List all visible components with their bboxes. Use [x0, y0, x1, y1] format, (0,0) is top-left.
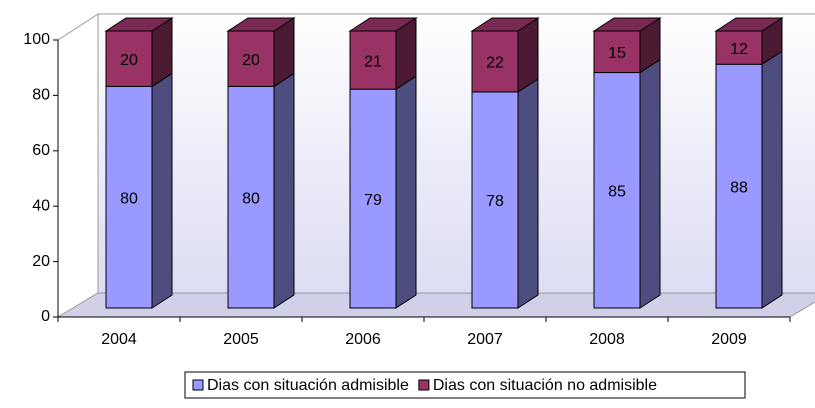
bar [593, 30, 641, 74]
y-tick-label: 20 [32, 253, 50, 270]
bar-top [714, 17, 784, 32]
bar-side [517, 78, 539, 309]
bar [471, 30, 519, 93]
value-label: 20 [120, 52, 138, 69]
value-label: 88 [730, 179, 748, 196]
bar-side [151, 72, 173, 309]
bar [471, 91, 519, 309]
bar-top [592, 17, 662, 32]
floor [56, 292, 815, 318]
value-label: 12 [730, 41, 748, 58]
bar-side [395, 75, 417, 309]
bar-top [226, 17, 296, 32]
legend-swatch [418, 379, 430, 391]
bar [105, 30, 153, 87]
y-tick-label: 100 [23, 31, 50, 48]
x-tick-label: 2008 [589, 331, 625, 348]
legend-label: Dias con situación admisible [207, 377, 409, 394]
bar [227, 30, 275, 87]
bar-side [761, 50, 783, 309]
bar-top [470, 17, 540, 32]
value-label: 85 [608, 183, 626, 200]
value-label: 22 [486, 55, 504, 72]
y-tick-label: 60 [32, 142, 50, 159]
x-tick-label: 2007 [467, 331, 503, 348]
x-tick-label: 2009 [711, 331, 747, 348]
bar [593, 72, 641, 309]
legend [184, 371, 746, 399]
value-label: 79 [364, 192, 382, 209]
value-label: 80 [242, 190, 260, 207]
bar-top [348, 17, 418, 32]
value-label: 15 [608, 45, 626, 62]
x-tick-label: 2004 [101, 331, 137, 348]
bar [105, 85, 153, 309]
side-wall [57, 13, 99, 318]
y-tick-label: 0 [41, 308, 50, 325]
bar-side [273, 72, 295, 309]
value-label: 80 [120, 190, 138, 207]
bar-top [104, 17, 174, 32]
y-tick-label: 40 [32, 197, 50, 214]
bar [349, 30, 397, 90]
back-wall [97, 13, 815, 294]
bar [715, 30, 763, 65]
y-tick-label: 80 [32, 87, 50, 104]
legend-swatch [192, 379, 204, 391]
bar [715, 63, 763, 309]
bar [227, 85, 275, 309]
value-label: 21 [364, 53, 382, 70]
bar-side [639, 58, 661, 309]
x-tick-label: 2006 [345, 331, 381, 348]
value-label: 20 [242, 52, 260, 69]
value-label: 78 [486, 193, 504, 210]
x-tick-label: 2005 [223, 331, 259, 348]
legend-label: Dias con situación no admisible [433, 377, 657, 394]
